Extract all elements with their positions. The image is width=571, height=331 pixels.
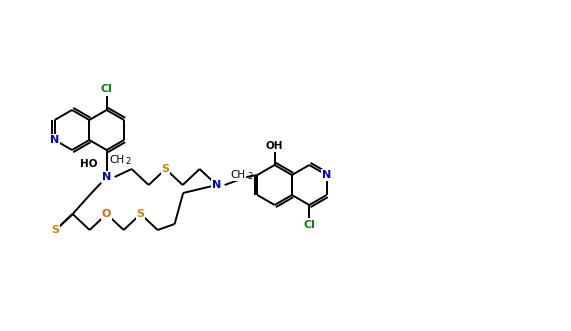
Text: Cl: Cl [303,220,315,230]
Text: N: N [212,180,222,190]
Text: N: N [322,170,331,180]
Text: 2: 2 [248,171,253,180]
Text: OH: OH [266,141,283,151]
Text: HO: HO [80,159,98,169]
Text: 2: 2 [126,157,131,166]
Text: Cl: Cl [100,84,112,94]
Text: N: N [102,172,111,182]
Text: S: S [136,209,144,219]
Text: CH: CH [230,170,245,180]
Text: S: S [51,225,59,235]
Text: S: S [162,164,170,174]
Text: CH: CH [109,155,124,165]
Text: O: O [102,209,111,219]
Text: N: N [50,135,59,145]
